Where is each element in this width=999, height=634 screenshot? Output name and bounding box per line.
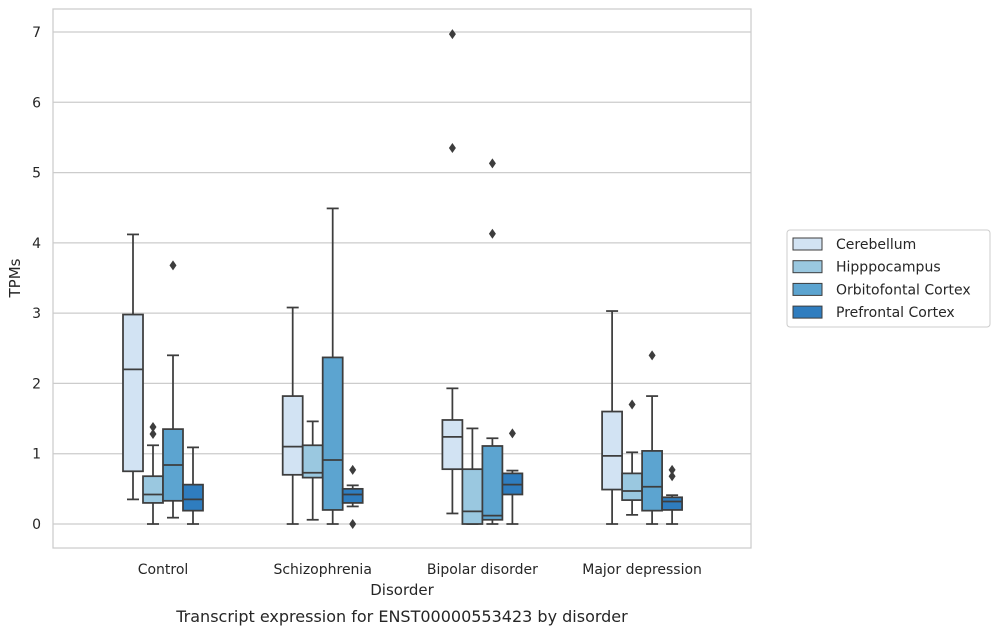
legend-swatch — [792, 305, 823, 319]
x-tick-label: Control — [138, 562, 189, 578]
iqr-box — [182, 483, 204, 512]
y-tick-label-5: 5 — [32, 166, 41, 182]
legend-frame — [786, 229, 991, 328]
y-tick-label-7: 7 — [32, 25, 41, 41]
outlier-point — [349, 464, 357, 475]
outlier-point — [169, 260, 177, 271]
box-cerebellum-0 — [122, 233, 144, 501]
box-cerebellum-3 — [601, 310, 623, 525]
box-series — [122, 29, 683, 529]
outlier-point — [508, 428, 516, 439]
x-axis-label: Disorder — [370, 581, 434, 599]
iqr-box — [441, 419, 464, 471]
iqr-box — [281, 395, 304, 476]
iqr-box — [481, 445, 504, 521]
legend-label: Hipppocampus — [836, 260, 941, 276]
y-tick-label-6: 6 — [32, 95, 41, 111]
y-tick-label-0: 0 — [32, 517, 41, 533]
outlier-point — [668, 464, 676, 475]
outlier-point — [448, 142, 456, 153]
box-hipppocampus-2 — [461, 427, 484, 525]
legend-label: Cerebellum — [836, 237, 916, 253]
outlier-point — [628, 399, 636, 410]
legend: Cerebellum Hipppocampus Orbitofontal Corte… — [786, 229, 991, 328]
iqr-box — [122, 313, 144, 473]
box-prefrontal-cortex-2 — [501, 428, 524, 525]
box-hipppocampus-1 — [301, 420, 324, 521]
box-prefrontal-cortex-3 — [661, 464, 683, 525]
outlier-point — [149, 422, 157, 433]
y-tick-labels: 0 1 2 3 4 5 6 7 — [32, 25, 41, 533]
iqr-box — [142, 475, 164, 504]
x-tick-labels: Control Schizophrenia Bipolar disorder Majo… — [138, 562, 702, 578]
outlier-point — [448, 29, 456, 40]
iqr-box — [321, 356, 344, 511]
legend-swatch — [792, 237, 823, 251]
box-hipppocampus-0 — [142, 422, 164, 525]
outlier-point — [668, 471, 676, 482]
y-axis-label: TPMs — [6, 258, 24, 298]
outlier-point — [349, 519, 357, 529]
outlier-point — [648, 350, 656, 361]
iqr-box — [621, 472, 643, 501]
x-tick-label: Schizophrenia — [273, 562, 371, 578]
x-tick-label: Major depression — [582, 562, 702, 578]
box-hipppocampus-3 — [621, 399, 643, 516]
y-tick-label-4: 4 — [32, 236, 41, 252]
chart-caption: Transcript expression for ENST0000055342… — [175, 607, 628, 626]
legend-label: Orbitofontal Cortex — [836, 282, 971, 298]
iqr-box — [601, 410, 623, 491]
legend-label: Prefrontal Cortex — [836, 305, 955, 321]
legend-swatch — [792, 282, 823, 296]
y-tick-label-3: 3 — [32, 306, 41, 322]
box-prefrontal-cortex-0 — [182, 446, 204, 525]
plot-frame — [52, 8, 752, 549]
legend-items: Cerebellum Hipppocampus Orbitofontal Corte… — [792, 237, 971, 321]
x-tick-label: Bipolar disorder — [427, 562, 538, 578]
iqr-box — [661, 496, 683, 511]
iqr-box — [341, 487, 364, 504]
y-tick-label-2: 2 — [32, 376, 41, 392]
outlier-point — [488, 158, 496, 169]
outlier-point — [149, 429, 157, 440]
box-orbitofontal-cortex-0 — [162, 260, 184, 519]
legend-swatch — [792, 260, 823, 274]
iqr-box — [461, 468, 484, 525]
y-tick-label-1: 1 — [32, 447, 41, 463]
box-orbitofontal-cortex-1 — [321, 207, 344, 525]
iqr-box — [641, 450, 663, 512]
box-orbitofontal-cortex-3 — [641, 350, 663, 525]
box-cerebellum-1 — [281, 306, 304, 525]
box-cerebellum-2 — [441, 29, 464, 515]
box-orbitofontal-cortex-2 — [481, 158, 504, 525]
box-prefrontal-cortex-1 — [341, 464, 364, 529]
outlier-point — [488, 228, 496, 239]
